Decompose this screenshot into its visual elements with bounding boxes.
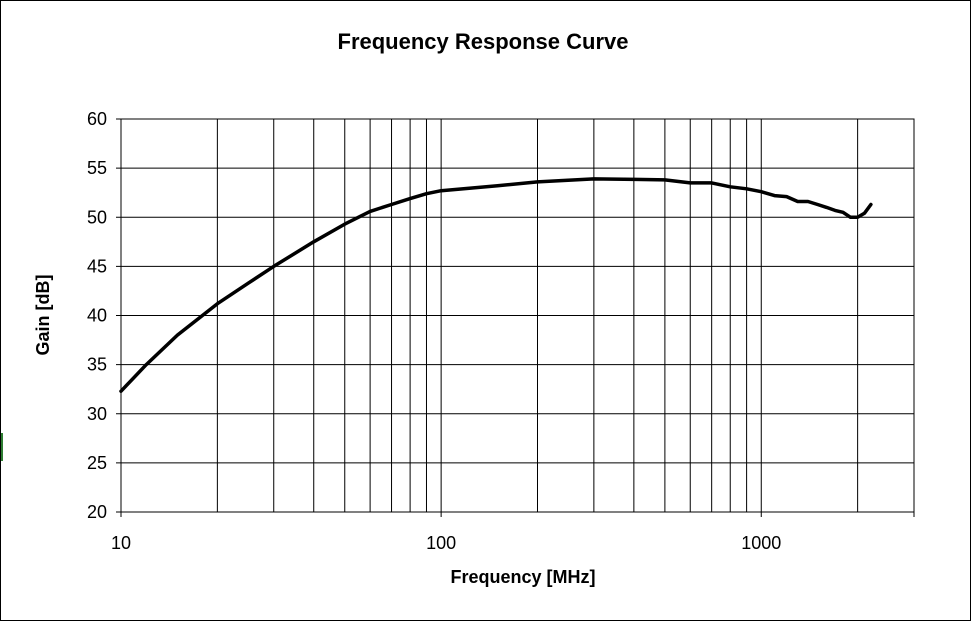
grid [121,119,914,512]
x-tick-label: 1000 [741,533,781,553]
y-tick-label: 25 [87,453,107,473]
chart-title: Frequency Response Curve [338,29,629,54]
y-tick-label: 50 [87,207,107,227]
y-tick-label: 30 [87,404,107,424]
y-tick-label: 55 [87,158,107,178]
y-tick-label: 35 [87,355,107,375]
y-tick-label: 20 [87,502,107,522]
y-tick-label: 40 [87,306,107,326]
edge-marker [1,433,3,461]
y-axis-title: Gain [dB] [33,275,53,356]
x-tick-label: 100 [426,533,456,553]
tick-marks [116,118,915,517]
series-line [119,177,873,393]
y-tick-label: 45 [87,256,107,276]
tick-labels: 20 25 30 35 40 45 50 55 60 10 100 1000 [87,109,781,553]
x-axis-title: Frequency [MHz] [450,567,595,587]
y-tick-label: 60 [87,109,107,129]
x-tick-label: 10 [111,533,131,553]
